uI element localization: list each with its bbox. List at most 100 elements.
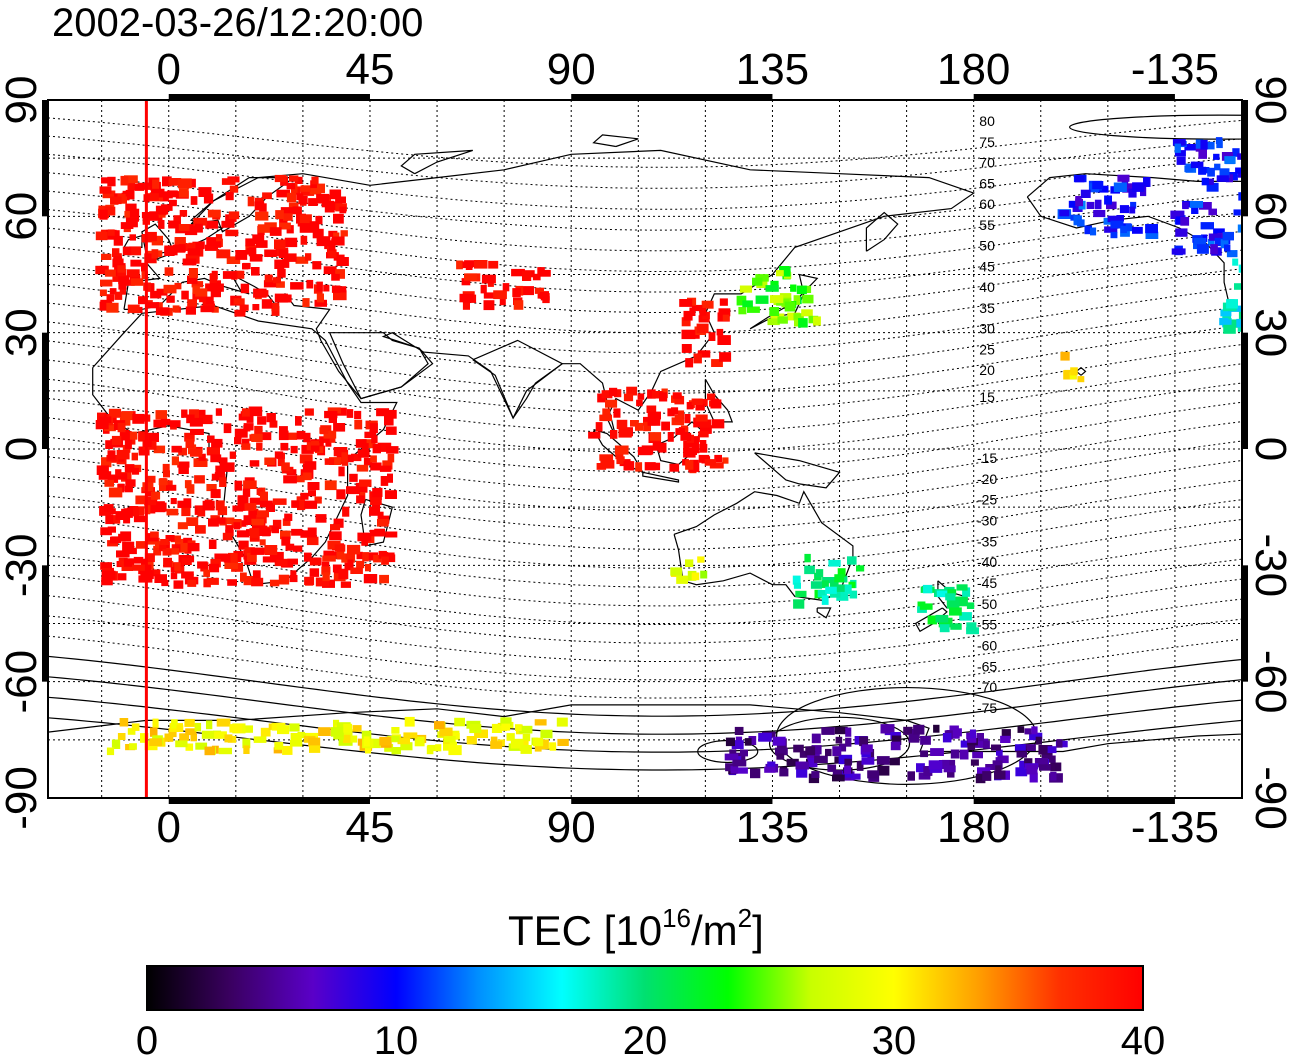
tec-cell — [204, 194, 213, 204]
tec-cell — [785, 302, 796, 312]
tec-cell — [943, 733, 952, 742]
tec-cell — [332, 286, 341, 293]
tec-cell — [309, 745, 320, 753]
tec-cell — [371, 435, 377, 443]
tec-cell — [230, 186, 238, 193]
tec-cell — [1276, 259, 1283, 269]
tec-cell — [282, 746, 292, 755]
tec-cell — [307, 537, 319, 545]
tec-cell — [242, 408, 250, 416]
tec-cell — [257, 510, 269, 517]
tec-cell — [802, 295, 813, 304]
tec-cell — [1175, 144, 1181, 153]
tec-cell — [435, 744, 441, 751]
tec-cell — [173, 245, 186, 253]
tec-cell — [971, 759, 979, 765]
colorbar-title-mid: /m — [691, 907, 738, 954]
tec-cell — [359, 480, 372, 487]
left-latitude-label: 90 — [0, 76, 46, 125]
tec-cell — [1274, 268, 1288, 275]
tec-cell — [275, 175, 287, 182]
tec-cell — [1258, 151, 1271, 157]
tec-cell — [216, 408, 222, 416]
tec-cell — [793, 599, 804, 608]
tec-cell — [100, 280, 112, 287]
tec-cell — [274, 239, 286, 249]
tec-cell — [709, 332, 716, 341]
tec-cell — [1223, 232, 1234, 241]
tec-cell — [346, 554, 355, 560]
tec-cell — [668, 432, 674, 442]
tec-cell — [132, 723, 140, 731]
tec-cell — [653, 463, 660, 471]
tec-cell — [97, 465, 109, 475]
tec-cell — [619, 429, 632, 438]
tec-cell — [142, 482, 153, 491]
tec-cell — [1264, 291, 1272, 299]
tec-cell — [588, 432, 600, 439]
tec-cell — [370, 530, 378, 536]
tec-cell — [1282, 164, 1292, 171]
tec-cell — [304, 501, 317, 509]
tec-cell — [108, 229, 115, 235]
left-latitude-label: 0 — [0, 437, 46, 461]
tec-cell — [182, 558, 192, 565]
tec-cell — [120, 412, 133, 421]
tec-cell — [289, 723, 299, 731]
tec-cell — [174, 580, 184, 588]
tec-cell — [1036, 737, 1042, 745]
contour-label: 25 — [979, 341, 995, 357]
tec-cell — [482, 275, 496, 284]
tec-cell — [339, 207, 346, 214]
tec-cell — [1250, 276, 1263, 286]
tec-cell — [385, 532, 397, 538]
tec-cell — [630, 420, 639, 427]
tec-cell — [1000, 736, 1010, 743]
tec-cell — [673, 392, 682, 399]
tec-cell — [186, 439, 195, 448]
tec-cell — [512, 288, 521, 297]
tec-cell — [1232, 259, 1238, 266]
tec-cell — [484, 300, 495, 310]
tec-cell — [234, 298, 245, 304]
tec-cell — [240, 573, 247, 582]
tec-cell — [692, 573, 700, 581]
tec-cell — [161, 580, 168, 586]
tec-cell — [281, 462, 290, 470]
tec-cell — [131, 278, 144, 286]
tec-cell — [610, 430, 617, 439]
tec-cell — [243, 745, 249, 754]
tec-cell — [153, 719, 159, 729]
tec-cell — [364, 736, 370, 746]
tec-cell — [370, 463, 381, 471]
tec-cell — [1219, 318, 1228, 325]
left-latitude-label: -90 — [0, 766, 46, 830]
tec-cell — [186, 307, 196, 315]
tec-cell — [149, 738, 162, 746]
tec-cell — [717, 329, 724, 336]
tec-cell — [237, 530, 249, 537]
tec-cell — [224, 734, 232, 742]
tec-cell — [310, 568, 320, 577]
tec-cell — [940, 624, 950, 632]
bottom-longitude-label: 180 — [937, 803, 1010, 852]
tec-cell — [354, 420, 362, 430]
tec-cell — [194, 475, 205, 483]
tec-cell — [187, 299, 197, 307]
tec-cell — [684, 311, 693, 321]
tec-cell — [982, 771, 991, 781]
contour-label: -15 — [977, 450, 997, 466]
tec-cell — [697, 324, 709, 334]
tec-cell — [300, 493, 308, 500]
tec-cell — [192, 286, 200, 294]
tec-cell — [1248, 257, 1261, 265]
tec-cell — [811, 771, 819, 778]
tec-cell — [624, 394, 633, 402]
tec-cell — [370, 423, 378, 433]
tec-cell — [117, 265, 125, 272]
tec-cell — [316, 194, 329, 204]
tec-cell — [1216, 140, 1223, 148]
tec-cell — [845, 728, 851, 737]
tec-cell — [501, 724, 510, 731]
tec-cell — [180, 210, 187, 217]
